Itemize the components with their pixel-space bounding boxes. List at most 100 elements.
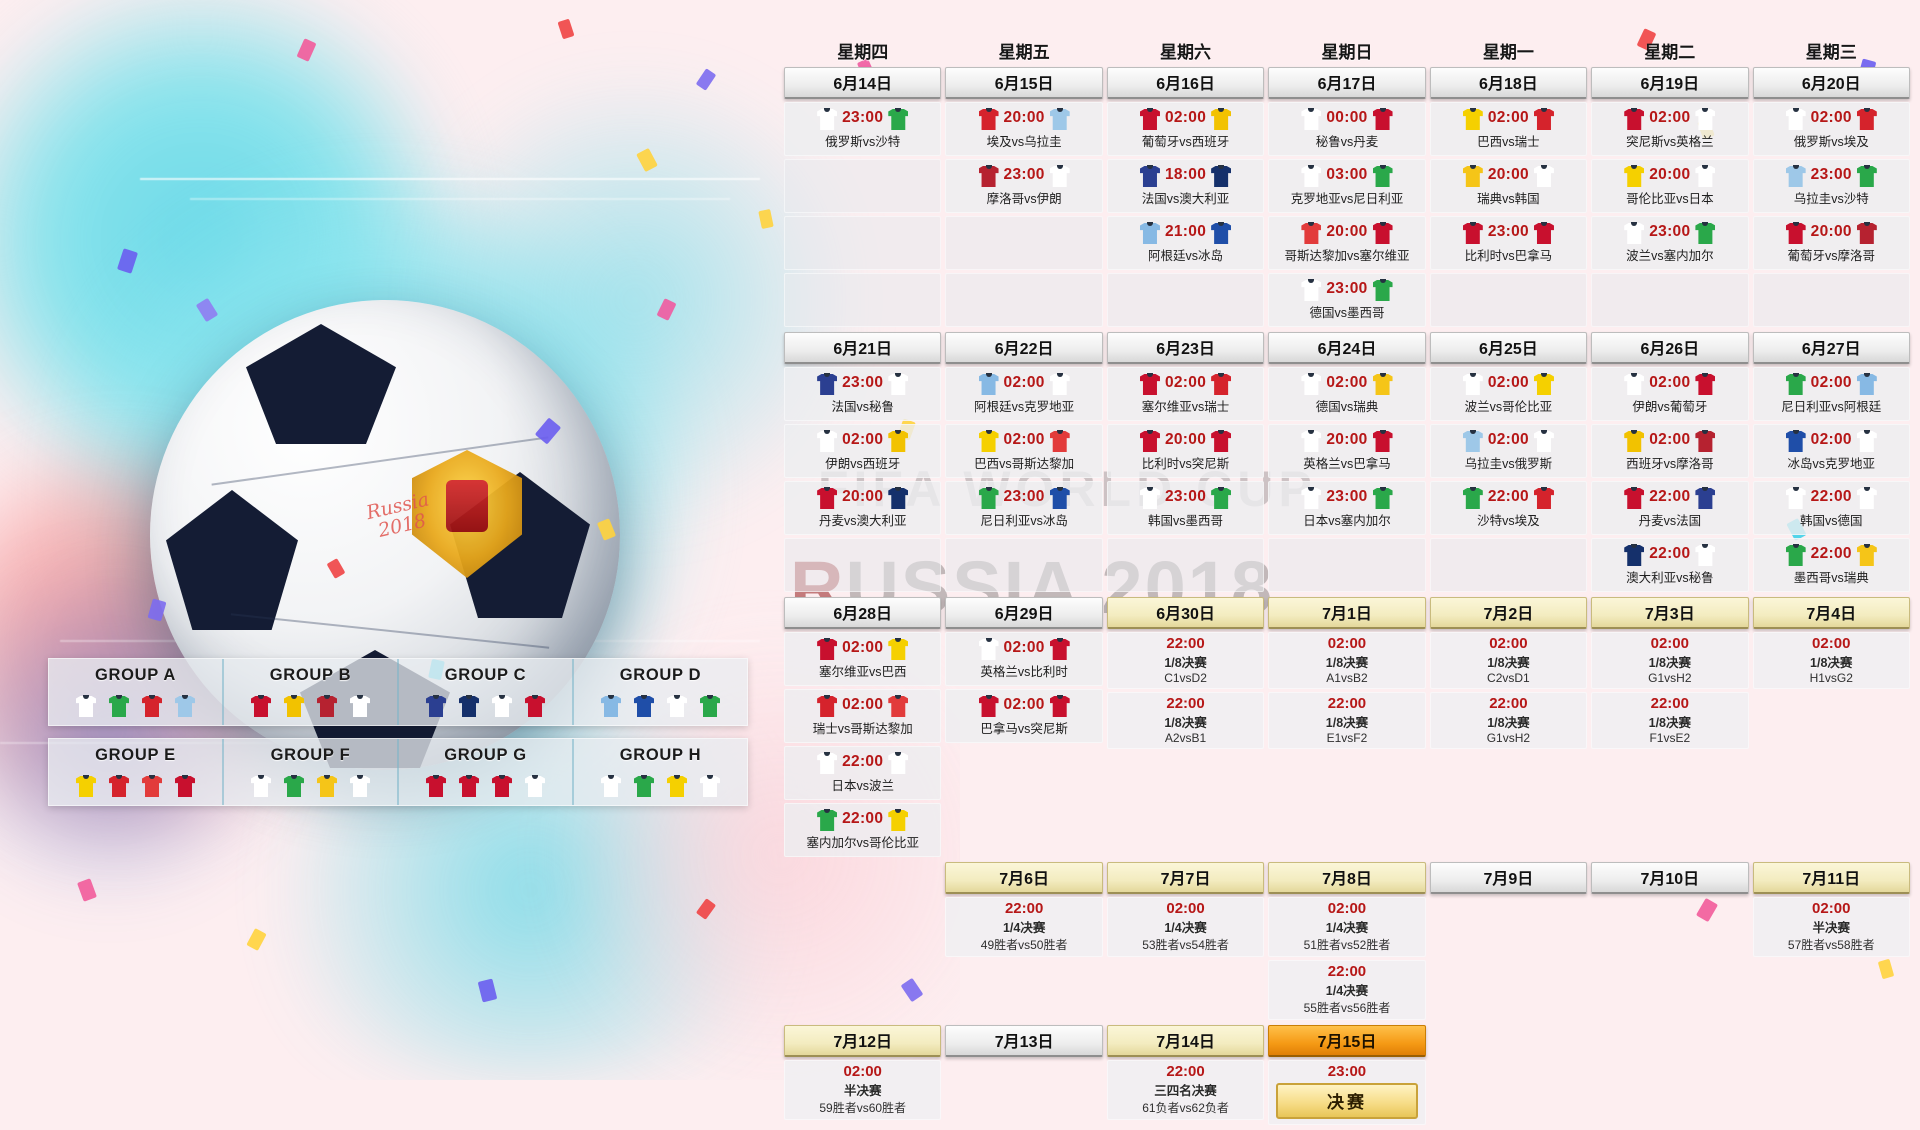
- match-cell[interactable]: 02:00 伊朗vs西班牙: [784, 424, 942, 478]
- match-cell[interactable]: 20:00 比利时vs突尼斯: [1106, 424, 1265, 478]
- match-cell[interactable]: 02:00 英格兰vs比利时: [945, 632, 1103, 686]
- date-header-6月26日[interactable]: 6月26日: [1591, 332, 1749, 364]
- date-header-6月28日[interactable]: 6月28日: [784, 597, 942, 629]
- match-cell[interactable]: 20:00 哥伦比亚vs日本: [1591, 159, 1749, 213]
- date-header-6月22日[interactable]: 6月22日: [945, 332, 1103, 364]
- match-cell[interactable]: 23:00 摩洛哥vs伊朗: [945, 159, 1103, 213]
- match-cell[interactable]: 20:00 丹麦vs澳大利亚: [784, 481, 942, 535]
- date-header-6月29日[interactable]: 6月29日: [945, 597, 1103, 629]
- group-panel-group-a[interactable]: GROUP A: [49, 659, 222, 725]
- match-cell[interactable]: 22:00 丹麦vs法国: [1591, 481, 1749, 535]
- match-cell[interactable]: 20:00 葡萄牙vs摩洛哥: [1752, 216, 1910, 270]
- match-cell[interactable]: 23:00 韩国vs墨西哥: [1106, 481, 1265, 535]
- date-header-6月30日[interactable]: 6月30日: [1106, 597, 1265, 629]
- date-header-7月11日[interactable]: 7月11日: [1752, 862, 1910, 894]
- match-cell[interactable]: 02:00 突尼斯vs英格兰: [1591, 102, 1749, 156]
- match-cell[interactable]: 23:00 尼日利亚vs冰岛: [945, 481, 1103, 535]
- match-cell[interactable]: 23:00 波兰vs塞内加尔: [1591, 216, 1749, 270]
- match-cell[interactable]: 02:00 塞尔维亚vs巴西: [784, 632, 942, 686]
- group-panel-group-f[interactable]: GROUP F: [222, 739, 397, 805]
- match-cell[interactable]: 22:00 澳大利亚vs秘鲁: [1591, 538, 1749, 592]
- group-panel-group-g[interactable]: GROUP G: [397, 739, 572, 805]
- date-header-6月21日[interactable]: 6月21日: [784, 332, 942, 364]
- date-header-7月1日[interactable]: 7月1日: [1268, 597, 1426, 629]
- match-cell[interactable]: 02:00 西班牙vs摩洛哥: [1591, 424, 1749, 478]
- match-cell[interactable]: 02:00 巴西vs哥斯达黎加: [945, 424, 1103, 478]
- date-header-7月13日[interactable]: 7月13日: [945, 1025, 1103, 1057]
- date-header-6月15日[interactable]: 6月15日: [945, 67, 1103, 99]
- match-cell[interactable]: 20:00 英格兰vs巴拿马: [1268, 424, 1426, 478]
- final-match-label[interactable]: 决赛: [1276, 1083, 1418, 1119]
- match-cell[interactable]: 02:00 巴拿马vs突尼斯: [945, 689, 1103, 743]
- group-panel-group-c[interactable]: GROUP C: [397, 659, 572, 725]
- match-cell[interactable]: 02:00 瑞士vs哥斯达黎加: [784, 689, 942, 743]
- knockout-match-cell[interactable]: 23:00 决赛: [1268, 1060, 1426, 1125]
- date-header-6月25日[interactable]: 6月25日: [1429, 332, 1588, 364]
- match-cell[interactable]: 02:00 俄罗斯vs埃及: [1752, 102, 1910, 156]
- match-cell[interactable]: 23:00 比利时vs巴拿马: [1429, 216, 1588, 270]
- match-cell[interactable]: 02:00 塞尔维亚vs瑞士: [1106, 367, 1265, 421]
- date-header-6月23日[interactable]: 6月23日: [1106, 332, 1265, 364]
- date-header-7月9日[interactable]: 7月9日: [1429, 862, 1588, 894]
- date-header-7月14日[interactable]: 7月14日: [1106, 1025, 1265, 1057]
- knockout-match-cell[interactable]: 22:00 1/8决赛 C1vsD2: [1106, 632, 1265, 689]
- date-header-6月27日[interactable]: 6月27日: [1752, 332, 1910, 364]
- match-cell[interactable]: 20:00 哥斯达黎加vs塞尔维亚: [1268, 216, 1426, 270]
- knockout-match-cell[interactable]: 02:00 1/8决赛 A1vsB2: [1268, 632, 1426, 689]
- knockout-match-cell[interactable]: 02:00 1/8决赛 G1vsH2: [1591, 632, 1749, 689]
- knockout-match-cell[interactable]: 02:00 1/4决赛 51胜者vs52胜者: [1268, 897, 1426, 957]
- match-cell[interactable]: 18:00 法国vs澳大利亚: [1106, 159, 1265, 213]
- date-header-6月17日[interactable]: 6月17日: [1268, 67, 1426, 99]
- knockout-match-cell[interactable]: 22:00 三四名决赛 61负者vs62负者: [1106, 1060, 1265, 1120]
- match-cell[interactable]: 02:00 伊朗vs葡萄牙: [1591, 367, 1749, 421]
- knockout-match-cell[interactable]: 02:00 1/8决赛 C2vsD1: [1429, 632, 1588, 689]
- group-panel-group-h[interactable]: GROUP H: [572, 739, 747, 805]
- knockout-match-cell[interactable]: 22:00 1/4决赛 55胜者vs56胜者: [1268, 960, 1426, 1020]
- date-header-7月15日[interactable]: 7月15日: [1268, 1025, 1426, 1057]
- date-header-6月20日[interactable]: 6月20日: [1752, 67, 1910, 99]
- match-cell[interactable]: 20:00 埃及vs乌拉圭: [945, 102, 1103, 156]
- date-header-7月2日[interactable]: 7月2日: [1429, 597, 1588, 629]
- date-header-6月16日[interactable]: 6月16日: [1106, 67, 1265, 99]
- knockout-match-cell[interactable]: 02:00 半决赛 59胜者vs60胜者: [784, 1060, 942, 1120]
- knockout-match-cell[interactable]: 02:00 1/4决赛 53胜者vs54胜者: [1106, 897, 1265, 957]
- knockout-match-cell[interactable]: 02:00 1/8决赛 H1vsG2: [1752, 632, 1910, 689]
- group-panel-group-e[interactable]: GROUP E: [49, 739, 222, 805]
- match-cell[interactable]: 02:00 尼日利亚vs阿根廷: [1752, 367, 1910, 421]
- match-cell[interactable]: 03:00 克罗地亚vs尼日利亚: [1268, 159, 1426, 213]
- date-header-7月12日[interactable]: 7月12日: [784, 1025, 942, 1057]
- date-header-6月24日[interactable]: 6月24日: [1268, 332, 1426, 364]
- match-cell[interactable]: 22:00 沙特vs埃及: [1429, 481, 1588, 535]
- date-header-6月14日[interactable]: 6月14日: [784, 67, 942, 99]
- match-cell[interactable]: 02:00 葡萄牙vs西班牙: [1106, 102, 1265, 156]
- match-cell[interactable]: 02:00 乌拉圭vs俄罗斯: [1429, 424, 1588, 478]
- group-panel-group-b[interactable]: GROUP B: [222, 659, 397, 725]
- date-header-7月6日[interactable]: 7月6日: [945, 862, 1103, 894]
- match-cell[interactable]: 23:00 德国vs墨西哥: [1268, 273, 1426, 327]
- knockout-match-cell[interactable]: 22:00 1/4决赛 49胜者vs50胜者: [945, 897, 1103, 957]
- date-header-7月10日[interactable]: 7月10日: [1591, 862, 1749, 894]
- date-header-7月8日[interactable]: 7月8日: [1268, 862, 1426, 894]
- match-cell[interactable]: 02:00 波兰vs哥伦比亚: [1429, 367, 1588, 421]
- match-cell[interactable]: 22:00 塞内加尔vs哥伦比亚: [784, 803, 942, 857]
- match-cell[interactable]: 21:00 阿根廷vs冰岛: [1106, 216, 1265, 270]
- knockout-match-cell[interactable]: 22:00 1/8决赛 A2vsB1: [1106, 692, 1265, 749]
- match-cell[interactable]: 02:00 冰岛vs克罗地亚: [1752, 424, 1910, 478]
- match-cell[interactable]: 02:00 德国vs瑞典: [1268, 367, 1426, 421]
- match-cell[interactable]: 02:00 阿根廷vs克罗地亚: [945, 367, 1103, 421]
- match-cell[interactable]: 22:00 日本vs波兰: [784, 746, 942, 800]
- date-header-6月19日[interactable]: 6月19日: [1591, 67, 1749, 99]
- date-header-7月4日[interactable]: 7月4日: [1752, 597, 1910, 629]
- match-cell[interactable]: 23:00 法国vs秘鲁: [784, 367, 942, 421]
- match-cell[interactable]: 23:00 俄罗斯vs沙特: [784, 102, 942, 156]
- knockout-match-cell[interactable]: 02:00 半决赛 57胜者vs58胜者: [1752, 897, 1910, 957]
- match-cell[interactable]: 23:00 乌拉圭vs沙特: [1752, 159, 1910, 213]
- date-header-7月3日[interactable]: 7月3日: [1591, 597, 1749, 629]
- date-header-7月7日[interactable]: 7月7日: [1106, 862, 1265, 894]
- match-cell[interactable]: 22:00 韩国vs德国: [1752, 481, 1910, 535]
- knockout-match-cell[interactable]: 22:00 1/8决赛 E1vsF2: [1268, 692, 1426, 749]
- knockout-match-cell[interactable]: 22:00 1/8决赛 G1vsH2: [1429, 692, 1588, 749]
- match-cell[interactable]: 22:00 墨西哥vs瑞典: [1752, 538, 1910, 592]
- match-cell[interactable]: 23:00 日本vs塞内加尔: [1268, 481, 1426, 535]
- match-cell[interactable]: 00:00 秘鲁vs丹麦: [1268, 102, 1426, 156]
